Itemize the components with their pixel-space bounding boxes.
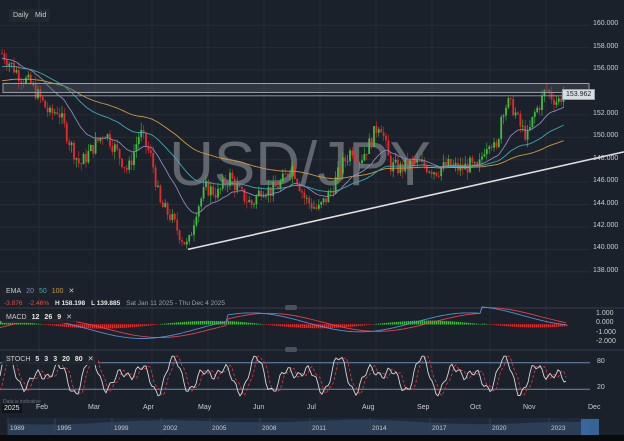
date-range: Sat Jan 11 2025 - Thu Dec 4 2025 [126, 300, 226, 307]
time-tick-jul: Jul [307, 404, 316, 411]
navigator-year-2014: 2014 [372, 425, 387, 432]
navigator-year-1995: 1995 [57, 425, 72, 432]
time-tick-nov: Nov [523, 404, 536, 411]
macd-fast: 12 [31, 313, 40, 321]
time-tick-may: May [198, 404, 212, 411]
navigator-year-2023: 2023 [551, 425, 566, 432]
low-label: L [91, 300, 95, 307]
navigator-year-2002: 2002 [163, 425, 178, 432]
stoch-upper: 80 [74, 355, 83, 363]
macd-signal: 9 [57, 313, 62, 321]
bottom-border [0, 435, 624, 441]
stoch-lower: 20 [62, 355, 70, 363]
price-tick: 140.000 [593, 244, 619, 252]
change-pct-value: -2.46% [28, 300, 50, 307]
change-value: -3.876 [4, 300, 23, 307]
ema-remove-icon[interactable]: ✕ [68, 288, 75, 295]
high-value: 158.198 [61, 300, 86, 307]
time-tick-feb: Feb [36, 404, 49, 411]
time-tick-dec: Dec [588, 404, 601, 411]
macd-slow: 26 [44, 313, 53, 321]
macd-tick: -2.000 [596, 338, 616, 346]
navigator-year-2005: 2005 [212, 425, 227, 432]
stoch-k: 5 [35, 355, 40, 363]
price-tick: 148.000 [593, 154, 619, 162]
last-price-tag: 153.962 [562, 89, 596, 100]
navigator-year-2008: 2008 [262, 425, 277, 432]
navigator-year-1999: 1999 [114, 425, 129, 432]
price-tick: 146.000 [593, 177, 619, 185]
price-tick: 158.000 [593, 42, 619, 50]
stoch-tick-20: 20 [597, 384, 605, 392]
macd-remove-icon[interactable]: ✕ [66, 314, 72, 321]
time-tick-oct: Oct [470, 404, 481, 411]
time-tick-aug: Aug [362, 404, 375, 411]
price-tick: 160.000 [593, 20, 619, 28]
stoch-d: 3 [44, 355, 49, 363]
price-stats: -3.876 -2.46% H 158.198 L 139.885 Sat Ja… [4, 300, 225, 307]
macd-legend: MACD 12 26 9 ✕ [2, 311, 76, 323]
time-tick-sep: Sep [417, 404, 430, 411]
ema-20-label: 20 [26, 287, 34, 295]
price-tick: 150.000 [593, 132, 619, 140]
macd-tick: 0.000 [596, 319, 614, 327]
price-tick: 156.000 [593, 65, 619, 73]
macd-label: MACD [6, 313, 27, 321]
time-tick-apr: Apr [143, 404, 154, 411]
stoch-smooth: 3 [53, 355, 58, 363]
macd-tick: 1.000 [596, 309, 614, 317]
navigator-year-2011: 2011 [312, 425, 326, 432]
price-tick: 144.000 [593, 199, 619, 207]
ema-50-label: 50 [38, 287, 47, 295]
ema-100-label: 100 [51, 287, 64, 295]
time-tick-2025: 2025 [2, 404, 22, 413]
macd-tick: -1.000 [596, 328, 616, 336]
price-tick: 152.000 [593, 109, 619, 117]
low-value: 139.885 [96, 300, 121, 307]
timeframe-button[interactable]: Daily [9, 9, 33, 22]
stoch-remove-icon[interactable]: ✕ [87, 356, 94, 363]
price-tick: 142.000 [593, 221, 619, 229]
disclaimer: Data is indicative [3, 399, 41, 405]
ema-label: EMA [6, 287, 22, 295]
high-label: H [55, 300, 60, 307]
stoch-tick-80: 80 [597, 357, 605, 365]
time-tick-jun: Jun [253, 404, 265, 411]
price-type-button[interactable]: Mid [31, 9, 51, 22]
stoch-legend: STOCH 5 3 3 20 80 ✕ [2, 353, 98, 365]
ema-legend: EMA 20 50 100 ✕ [2, 285, 79, 297]
time-tick-mar: Mar [88, 404, 101, 411]
price-tick: 138.000 [593, 266, 619, 274]
navigator-year-2020: 2020 [492, 425, 507, 432]
navigator-year-2017: 2017 [432, 425, 447, 432]
stoch-label: STOCH [6, 355, 31, 363]
navigator-year-1989: 1989 [10, 425, 25, 432]
